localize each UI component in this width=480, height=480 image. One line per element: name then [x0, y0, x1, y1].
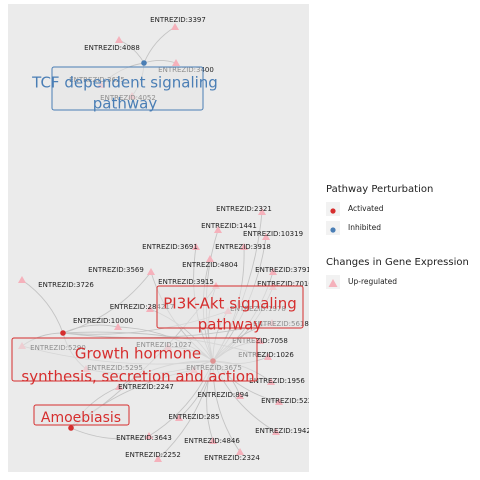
up-regulated-key-icon [326, 275, 340, 289]
inhibited-key-icon [326, 221, 340, 235]
activated-key-icon [326, 202, 340, 216]
gene-node-entrezid-3726 [18, 276, 26, 283]
legend-gene-expression: Changes in Gene Expression Up-regulated [326, 257, 469, 289]
legend-label-up-regulated: Up-regulated [348, 277, 397, 286]
legend-label-inhibited: Inhibited [348, 223, 381, 232]
legend-title-expression: Changes in Gene Expression [326, 257, 469, 268]
gene-label-entrezid-1956: ENTREZID:1956 [249, 377, 305, 385]
gene-label-entrezid-1441: ENTREZID:1441 [201, 222, 257, 230]
gene-node-entrezid-1026 [264, 353, 272, 360]
edge-entrezid-3726-gh [21, 279, 64, 334]
gene-label-entrezid-7010: ENTREZID:7010 [257, 280, 309, 288]
gene-node-entrezid-3643 [145, 432, 153, 439]
gene-label-entrezid-7058: ENTREZID:7058 [232, 337, 288, 345]
gene-label-entrezid-3915: ENTREZID:3915 [158, 278, 214, 286]
gene-node-entrezid-3569 [147, 268, 155, 275]
pathway-label-box-tcf [51, 66, 204, 111]
gene-node-entrezid-5228 [275, 398, 283, 405]
gene-node-entrezid-284217 [146, 305, 154, 312]
gene-node-entrezid-4088 [115, 36, 123, 43]
gene-node-entrezid-2252 [154, 455, 162, 462]
pathway-label-gh-line-1: Growth hormone [75, 345, 201, 363]
pathway-label-pi3k-line-1: PI3K-Akt signaling [163, 295, 297, 313]
pathway-label-tcf-line-2: pathway [93, 95, 158, 113]
gene-label-entrezid-10000: ENTREZID:10000 [73, 317, 133, 325]
pathway-label-tcf-line-1: TCF dependent signaling [31, 74, 218, 92]
pathway-label-amoeb-line-1: Amoebiasis [41, 410, 121, 426]
pathway-node-gh [60, 330, 66, 336]
gene-label-entrezid-2252: ENTREZID:2252 [125, 451, 181, 459]
gene-node-entrezid-3918 [240, 243, 248, 250]
gene-label-entrezid-1026: ENTREZID:1026 [238, 351, 294, 359]
pathway-gene-network: ENTREZID:3397ENTREZID:4088ENTREZID:3400E… [8, 4, 309, 472]
gene-label-entrezid-1942: ENTREZID:1942 [255, 427, 309, 435]
gene-label-entrezid-2247: ENTREZID:2247 [118, 383, 174, 391]
legend-item-up-regulated: Up-regulated [326, 275, 480, 289]
gene-node-entrezid-285 [175, 414, 183, 421]
gene-label-entrezid-4804: ENTREZID:4804 [182, 261, 238, 269]
edge-entrezid-10000-gh [62, 324, 119, 334]
gene-label-entrezid-3726: ENTREZID:3726 [38, 281, 94, 289]
legend-item-activated: Activated [326, 202, 480, 216]
gene-node-entrezid-1956 [267, 378, 275, 385]
pathway-node-tcf [141, 60, 147, 66]
gene-node-entrezid-894 [236, 392, 244, 399]
gene-label-entrezid-3918: ENTREZID:3918 [215, 243, 271, 251]
gene-node-entrezid-10000 [114, 323, 122, 330]
gene-label-entrezid-2324: ENTREZID:2324 [204, 454, 260, 462]
gene-label-entrezid-4846: ENTREZID:4846 [184, 437, 240, 445]
legend-label-activated: Activated [348, 204, 384, 213]
gene-node-entrezid-2247 [115, 383, 123, 390]
gene-node-entrezid-3400 [172, 59, 180, 66]
gene-node-entrezid-2321 [258, 208, 266, 215]
gene-node-entrezid-10319 [262, 233, 270, 240]
gene-node-entrezid-3791 [269, 268, 277, 275]
pathway-labels: TCF dependent signaling pathway PI3K-Akt s… [11, 66, 304, 426]
gene-node-entrezid-3397 [171, 23, 179, 30]
pathway-label-box-amoeb [33, 404, 130, 426]
gene-node-entrezid-4846 [209, 437, 217, 444]
gene-label-entrezid-5228: ENTREZID:5228 [261, 397, 309, 405]
gene-label-entrezid-894: ENTREZID:894 [197, 391, 249, 399]
gene-label-entrezid-2321: ENTREZID:2321 [216, 205, 272, 213]
gene-label-entrezid-10319: ENTREZID:10319 [243, 230, 303, 238]
network-plot-panel: ENTREZID:3397ENTREZID:4088ENTREZID:3400E… [8, 4, 309, 472]
gene-node-entrezid-2324 [236, 448, 244, 455]
gene-node-entrezid-1942 [272, 428, 280, 435]
gene-label-entrezid-3397: ENTREZID:3397 [150, 16, 206, 24]
gene-label-entrezid-3791: ENTREZID:3791 [255, 266, 309, 274]
gene-label-entrezid-285: ENTREZID:285 [168, 413, 219, 421]
gene-label-entrezid-3691: ENTREZID:3691 [142, 243, 198, 251]
gene-label-entrezid-4088: ENTREZID:4088 [84, 44, 140, 52]
gene-node-entrezid-3691 [192, 243, 200, 250]
pathway-label-box-pi3k [156, 285, 304, 329]
gene-node-entrezid-1441 [214, 226, 222, 233]
legend-title-perturbation: Pathway Perturbation [326, 184, 434, 195]
edge-entrezid-3643-amoeb [70, 427, 150, 440]
gene-label-entrezid-3643: ENTREZID:3643 [116, 434, 172, 442]
legend-pathway-perturbation: Pathway Perturbation Activated Inhibited [326, 184, 434, 235]
gene-label-entrezid-3569: ENTREZID:3569 [88, 266, 144, 274]
legend-item-inhibited: Inhibited [326, 221, 480, 235]
gene-node-entrezid-7058 [256, 337, 264, 344]
gene-node-entrezid-4804 [206, 255, 214, 262]
pathway-label-box-gh [11, 337, 258, 382]
pathway-label-pi3k-line-2: pathway [198, 316, 263, 334]
pathway-label-gh-line-2: synthesis, secretion and action [21, 368, 254, 386]
gene-label-entrezid-284217: ENTREZID:284217 [110, 303, 175, 311]
pathway-node-amoeb [68, 425, 74, 431]
